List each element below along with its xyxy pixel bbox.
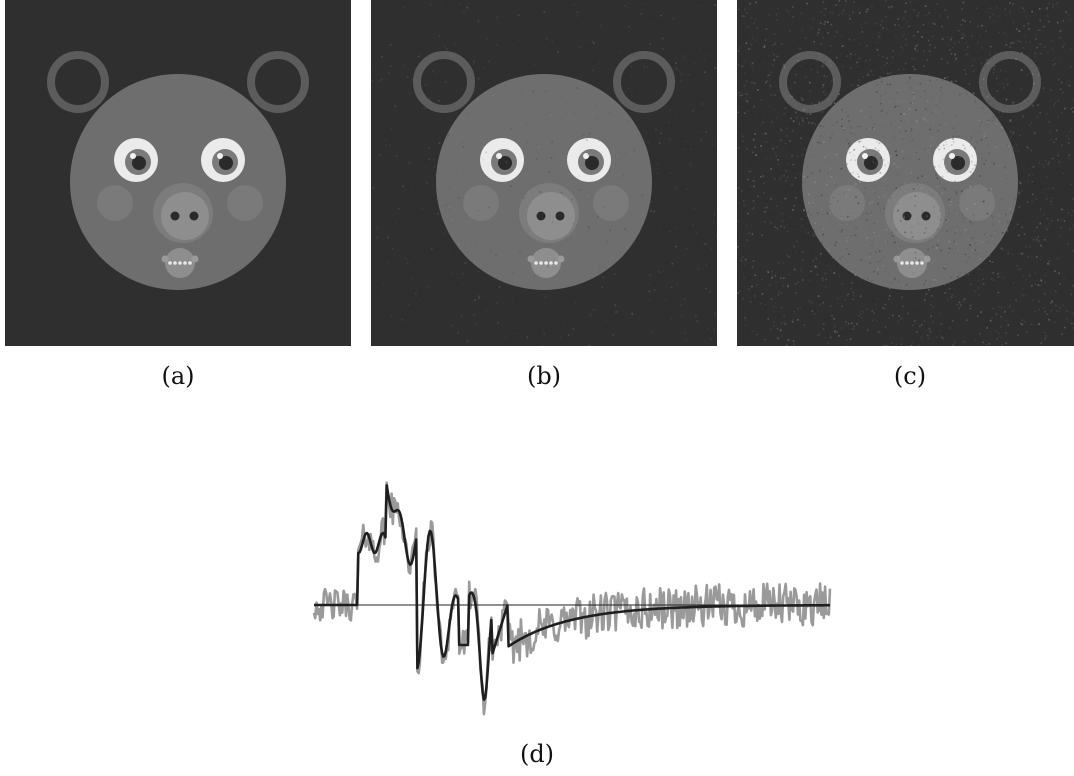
right-eye-highlight (583, 153, 589, 159)
bear-face-svg (371, 0, 717, 346)
tooth (168, 261, 172, 265)
caption-a: (a) (161, 362, 195, 390)
left-eye-highlight (130, 153, 136, 159)
caption-d: (d) (519, 740, 555, 768)
left-cheek (829, 185, 865, 221)
noisy-signal-line (312, 481, 832, 716)
right-eye-highlight (949, 153, 955, 159)
snout (527, 192, 575, 240)
left-ear (413, 51, 475, 113)
tooth (173, 261, 177, 265)
tooth (549, 261, 553, 265)
tooth (534, 261, 538, 265)
left-pupil (132, 156, 146, 170)
right-pupil (219, 156, 233, 170)
right-ear (247, 51, 309, 113)
left-eye-highlight (496, 153, 502, 159)
right-nostril (921, 211, 931, 221)
right-eye-highlight (217, 153, 223, 159)
bear-face (802, 74, 1018, 290)
left-cheek (463, 185, 499, 221)
left-nostril (170, 211, 180, 221)
right-pupil (585, 156, 599, 170)
left-pupil (864, 156, 878, 170)
left-nostril (536, 211, 546, 221)
caption-c: (c) (893, 362, 927, 390)
right-pupil (951, 156, 965, 170)
tooth (900, 261, 904, 265)
tooth (178, 261, 182, 265)
right-nostril (189, 211, 199, 221)
snout (161, 192, 209, 240)
panel-c-noisy-reconstruction-image (737, 0, 1074, 346)
tooth (920, 261, 924, 265)
mouth-right-corner (191, 255, 199, 263)
left-eye-highlight (862, 153, 868, 159)
snout (893, 192, 941, 240)
right-cheek (227, 185, 263, 221)
tooth (188, 261, 192, 265)
bear-face (436, 74, 652, 290)
smooth-signal-line (313, 484, 831, 702)
noise-speckle (371, 0, 717, 346)
left-pupil (498, 156, 512, 170)
left-cheek (97, 185, 133, 221)
mouth-left-corner (161, 255, 169, 263)
panel-b-reconstruction-image (371, 0, 717, 346)
signal-plot (300, 415, 840, 730)
left-ear (779, 51, 841, 113)
panel-a-original-image (5, 0, 351, 346)
right-cheek (593, 185, 629, 221)
right-ear (979, 51, 1041, 113)
bear-face-svg (737, 0, 1074, 346)
right-cheek (959, 185, 995, 221)
bear-face (70, 74, 286, 290)
right-ear (613, 51, 675, 113)
tooth (539, 261, 543, 265)
tooth (915, 261, 919, 265)
mouth-left-corner (527, 255, 535, 263)
tooth (905, 261, 909, 265)
signal-plot-svg (312, 481, 832, 716)
caption-b: (b) (526, 362, 562, 390)
tooth (554, 261, 558, 265)
tooth (910, 261, 914, 265)
mouth-left-corner (893, 255, 901, 263)
mouth-right-corner (557, 255, 565, 263)
mouth-right-corner (923, 255, 931, 263)
left-nostril (902, 211, 912, 221)
tooth (544, 261, 548, 265)
left-ear (47, 51, 109, 113)
tooth (183, 261, 187, 265)
right-nostril (555, 211, 565, 221)
noise-speckle (737, 0, 1074, 346)
bear-face-svg (5, 0, 351, 346)
